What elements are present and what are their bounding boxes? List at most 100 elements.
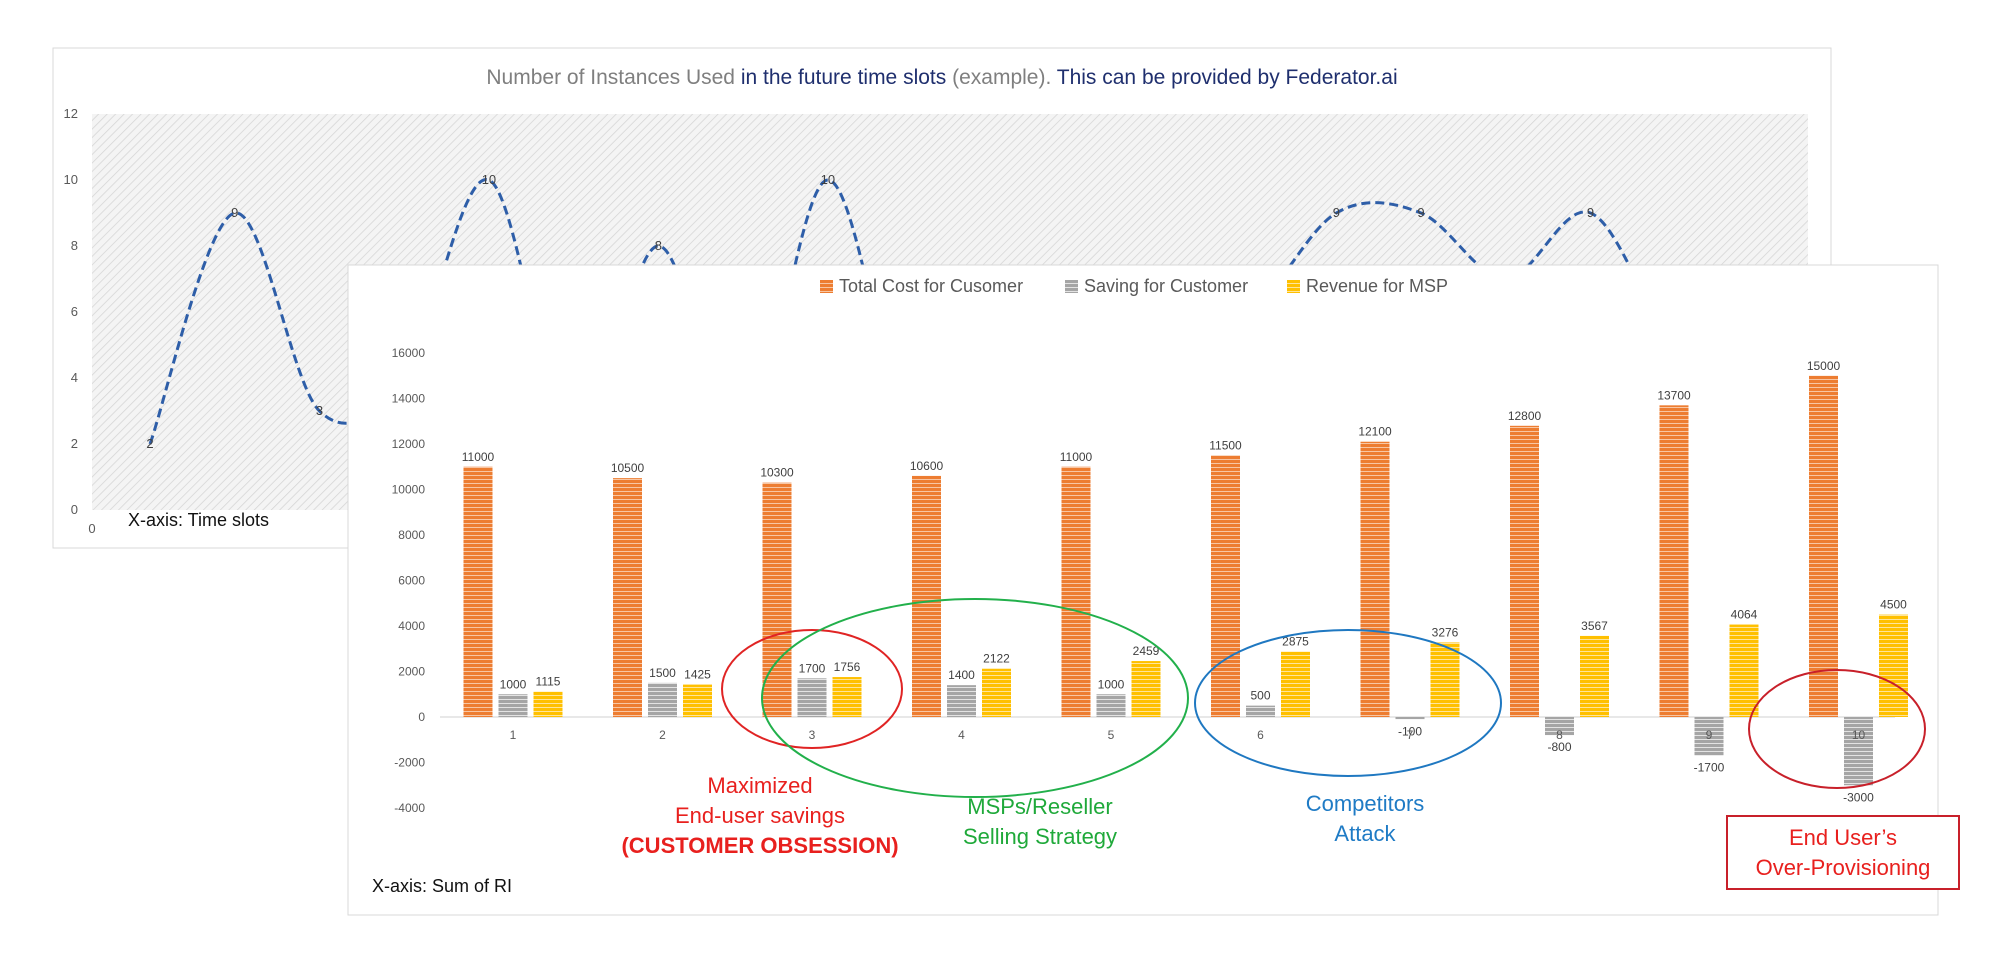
bar-2-8 — [1580, 635, 1609, 717]
bar-data-label: 1000 — [500, 677, 527, 691]
bar-data-label: 500 — [1250, 689, 1270, 703]
foreground-x-tick-label: 7 — [1407, 728, 1414, 742]
bar-data-label: 10600 — [910, 459, 944, 473]
bar-2-3 — [832, 677, 862, 717]
bar-data-label: 11500 — [1209, 438, 1242, 452]
bar-2-10 — [1879, 614, 1908, 717]
legend-label-1: Saving for Customer — [1084, 276, 1248, 296]
annotation-ellipses — [721, 598, 1926, 798]
bar-0-4 — [912, 475, 941, 717]
bar-2-7 — [1430, 642, 1460, 717]
foreground-y-axis: -4000 -2000 0 2000 4000 6000 8000 10000 12000 140… — [392, 346, 426, 815]
bar-0-10 — [1809, 375, 1838, 717]
annotation-msp-line2: Selling Strategy — [962, 824, 1118, 849]
background-y-tick-label: 12 — [64, 106, 78, 121]
background-y-tick-label: 0 — [71, 502, 78, 517]
ellipse-maximized-savings — [721, 629, 903, 749]
annotation-competitors-attack: Competitors Attack — [1215, 789, 1515, 849]
bar-2-4 — [982, 668, 1011, 717]
foreground-y-tick-label: 14000 — [392, 392, 426, 406]
foreground-x-tick-label: 2 — [659, 728, 666, 742]
bar-data-label: 10500 — [611, 461, 645, 475]
annotation-competitors-line1: Competitors — [1305, 791, 1425, 816]
bar-0-9 — [1659, 405, 1689, 717]
legend-swatch-1 — [1065, 280, 1078, 293]
background-data-label: 9 — [231, 205, 238, 220]
bar-0-1 — [463, 466, 493, 717]
foreground-x-tick-label: 4 — [958, 728, 965, 742]
annotation-msp-strategy: MSPs/Reseller Selling Strategy — [880, 792, 1200, 852]
bar-1-5 — [1096, 694, 1126, 717]
bar-2-9 — [1729, 624, 1759, 717]
foreground-x-tick-label: 5 — [1108, 728, 1115, 742]
bar-data-label: 2459 — [1133, 644, 1160, 658]
annotation-competitors-line2: Attack — [1334, 821, 1396, 846]
legend-swatch-0 — [820, 280, 833, 293]
annotation-msp-line1: MSPs/Reseller — [967, 794, 1113, 819]
bar-data-label: 1500 — [649, 666, 676, 680]
bar-1-6 — [1246, 705, 1275, 717]
bar-data-label: 2122 — [983, 652, 1010, 666]
foreground-x-tick-label: 8 — [1556, 728, 1563, 742]
background-title-part-1: in the future time slots — [741, 66, 952, 89]
bar-data-label: -3000 — [1843, 790, 1874, 804]
bar-1-4 — [947, 685, 976, 717]
bar-data-label: -100 — [1398, 724, 1422, 738]
legend-swatch-2 — [1287, 280, 1300, 293]
bar-data-label: 3567 — [1581, 619, 1608, 633]
foreground-x-tick-label: 3 — [809, 728, 816, 742]
bar-data-label: 1400 — [948, 668, 975, 682]
background-title-part-3: This can be provided by Federator.ai — [1057, 66, 1398, 89]
bar-data-label: -1700 — [1694, 761, 1725, 775]
bar-data-label: 2875 — [1282, 635, 1309, 649]
bar-0-5 — [1061, 466, 1091, 717]
background-y-axis: 0 2 4 6 8 10 12 — [64, 106, 78, 517]
background-data-label: 8 — [655, 238, 662, 253]
background-y-tick-label: 2 — [71, 436, 78, 451]
bar-data-label: 10300 — [760, 466, 794, 480]
background-series-line — [148, 178, 1761, 459]
bar-data-label: 4500 — [1880, 598, 1907, 612]
foreground-y-tick-label: 6000 — [398, 574, 425, 588]
annotation-maximized-line3: (CUSTOMER OBSESSION) — [621, 833, 899, 858]
bar-0-6 — [1211, 455, 1240, 717]
bar-data-label: 1115 — [536, 675, 561, 689]
background-data-label: 10 — [482, 172, 496, 187]
background-title-part-0: Number of Instances Used — [486, 66, 740, 89]
bar-data-label: 11000 — [462, 450, 495, 464]
foreground-y-tick-label: 8000 — [398, 528, 425, 542]
ellipse-competitors-attack — [1194, 629, 1502, 777]
bar-data-label: 15000 — [1807, 359, 1841, 373]
background-y-tick-label: 10 — [64, 172, 78, 187]
background-chart-title: Number of Instances Used in the future t… — [486, 66, 1397, 89]
bar-0-7 — [1360, 441, 1390, 717]
background-data-label: 10 — [821, 172, 835, 187]
bar-data-label: 11000 — [1060, 450, 1093, 464]
bar-2-1 — [533, 691, 563, 717]
foreground-y-tick-label: 0 — [418, 710, 425, 724]
bar-1-3 — [797, 678, 827, 717]
bar-data-label: 12100 — [1358, 425, 1392, 439]
foreground-x-tick-label: 9 — [1706, 728, 1713, 742]
annotation-overprov-line2: Over-Provisioning — [1755, 855, 1931, 880]
annotation-over-provisioning: End User’s Over-Provisioning — [1726, 815, 1960, 890]
foreground-x-tick-label: 10 — [1852, 728, 1866, 742]
background-data-label: 9 — [1587, 205, 1594, 220]
background-data-label: 9 — [1417, 205, 1424, 220]
background-x-axis: 0 — [88, 521, 95, 536]
foreground-y-tick-label: 10000 — [392, 483, 426, 497]
bar-data-label: 1756 — [834, 660, 861, 674]
background-data-label: 2 — [146, 436, 153, 451]
foreground-x-tick-label: 6 — [1257, 728, 1264, 742]
bar-data-label: 1700 — [799, 661, 826, 675]
foreground-x-axis-title: X-axis: Sum of RI — [372, 876, 513, 896]
bar-data-label: 1000 — [1098, 677, 1125, 691]
background-y-tick-label: 4 — [71, 370, 78, 385]
background-x-tick-label: 0 — [88, 521, 95, 536]
annotation-maximized-line1: Maximized — [707, 773, 813, 798]
background-y-tick-label: 8 — [71, 238, 78, 253]
bar-data-label: 4064 — [1731, 608, 1758, 622]
foreground-y-tick-label: -4000 — [394, 801, 425, 815]
